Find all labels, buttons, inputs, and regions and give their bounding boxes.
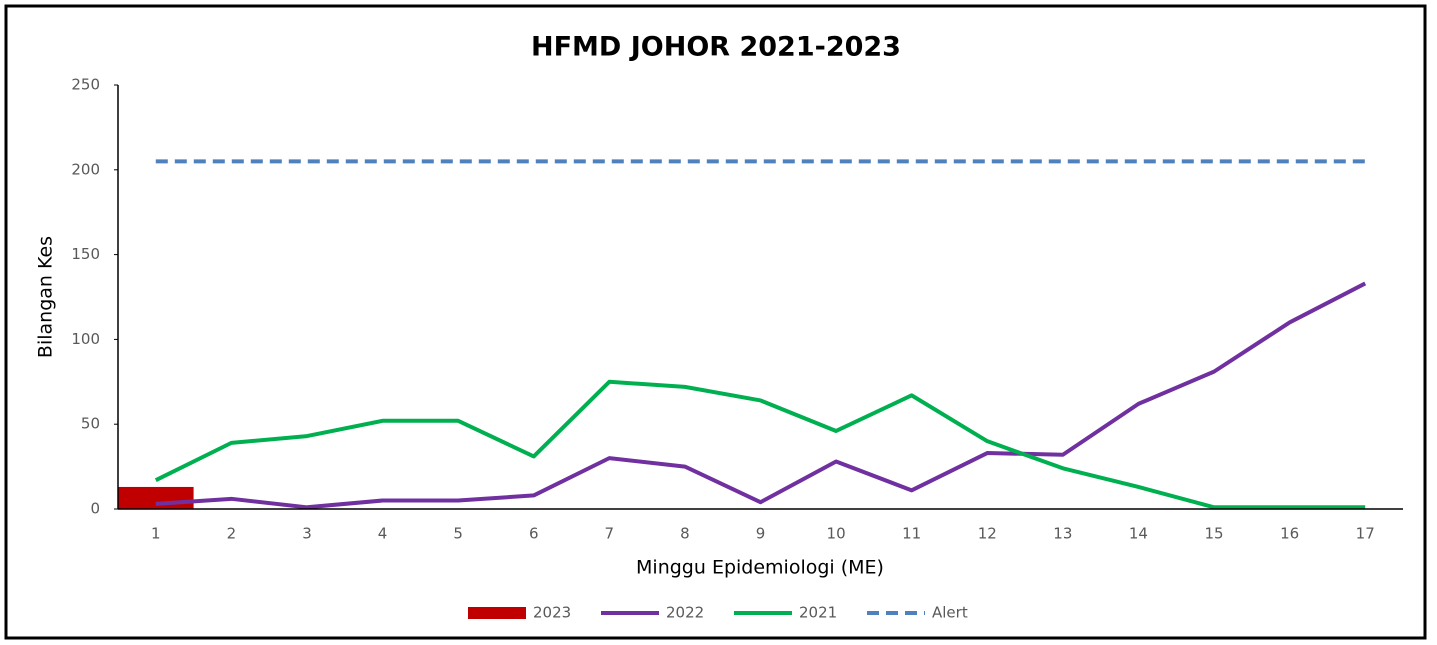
- y-tick-label: 200: [71, 160, 100, 178]
- x-tick-label: 9: [756, 525, 766, 543]
- y-tick-label: 250: [71, 76, 100, 94]
- line: [154, 379, 1366, 510]
- x-tick-label: 17: [1356, 525, 1375, 543]
- chart-title: HFMD JOHOR 2021-2023: [531, 32, 901, 63]
- y-tick-label: 50: [81, 415, 100, 433]
- x-tick-label: 2: [227, 525, 237, 543]
- line: [155, 281, 1367, 510]
- legend-label: 2023: [533, 604, 571, 622]
- x-axis-label: Minggu Epidemiologi (ME): [636, 557, 884, 579]
- legend-label: Alert: [932, 604, 968, 622]
- x-tick-label: 4: [378, 525, 388, 543]
- x-tick-label: 11: [902, 525, 921, 543]
- x-tick-label: 1: [151, 525, 161, 543]
- x-tick-label: 12: [978, 525, 997, 543]
- x-tick-label: 3: [302, 525, 312, 543]
- x-tick-label: 8: [680, 525, 690, 543]
- y-tick-label: 100: [71, 330, 100, 348]
- legend-label: 2021: [799, 604, 837, 622]
- x-tick-label: 7: [605, 525, 615, 543]
- y-axis-label: Bilangan Kes: [35, 236, 57, 358]
- x-tick-label: 14: [1129, 525, 1148, 543]
- legend-swatch: [468, 607, 526, 619]
- x-tick-label: 6: [529, 525, 539, 543]
- y-tick-label: 150: [71, 245, 100, 263]
- bar: [118, 486, 194, 509]
- x-tick-label: 10: [827, 525, 846, 543]
- x-tick-label: 5: [453, 525, 463, 543]
- legend-label: 2022: [666, 604, 704, 622]
- frame: [4, 4, 1427, 640]
- x-tick-label: 16: [1280, 525, 1299, 543]
- y-tick-label: 0: [90, 500, 100, 518]
- x-tick-label: 13: [1053, 525, 1072, 543]
- x-tick-label: 15: [1204, 525, 1223, 543]
